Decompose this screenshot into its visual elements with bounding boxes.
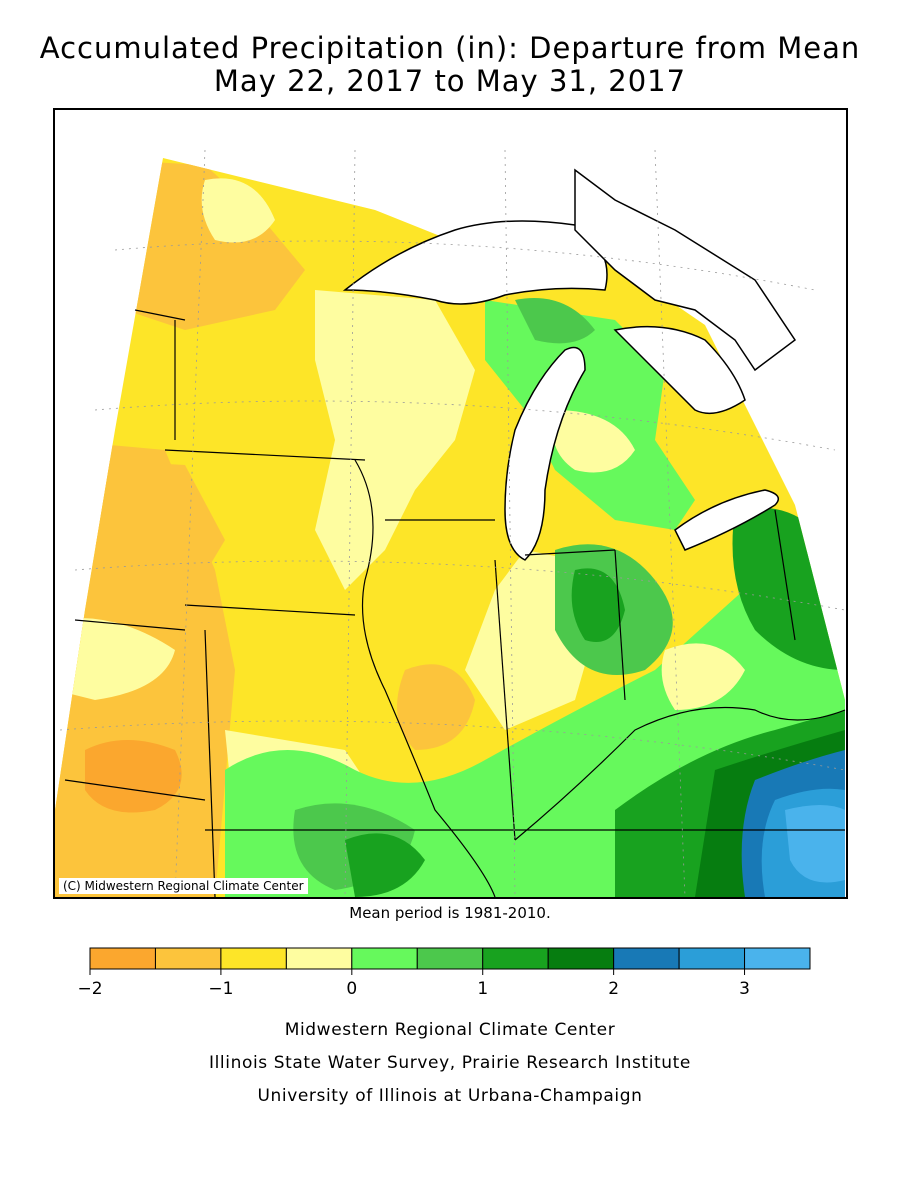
lake-erie (674, 489, 780, 551)
footer-survey: Illinois State Water Survey, Prairie Res… (209, 1053, 691, 1073)
legend-tick-label: 0 (346, 979, 357, 999)
ontario-land (574, 168, 797, 372)
legend-bin-3 (285, 947, 353, 970)
map-canvas (55, 149, 846, 897)
legend-tick-label: −1 (208, 979, 233, 999)
field-lower-mi-pale (552, 410, 635, 473)
ks-ok-border (64, 779, 206, 801)
map-title: Accumulated Precipitation (in): Departur… (39, 31, 861, 65)
lat-lon-grid (59, 149, 846, 897)
mn-ia-border (164, 449, 366, 461)
great-lakes (342, 168, 797, 561)
legend-tick-label: 1 (477, 979, 488, 999)
lake-michigan (504, 346, 586, 561)
field-up-wet (515, 298, 595, 344)
footer-university: University of Illinois at Urbana-Champai… (257, 1086, 643, 1106)
mo-ks-border (204, 629, 216, 897)
mississippi-river (354, 459, 496, 897)
field-va-blue-light (785, 805, 845, 883)
legend-bin-5 (416, 947, 484, 970)
map-copyright: (C) Midwestern Regional Climate Center (59, 878, 308, 894)
ohio-river (514, 706, 846, 841)
legend-tick-label: −2 (77, 979, 102, 999)
state-boundaries (64, 309, 846, 897)
field-iowa-dry (85, 460, 225, 590)
ne-ks-border (74, 619, 186, 631)
in-oh-border (614, 549, 626, 701)
field-mn-pale (201, 178, 275, 243)
field-bootheel-wet (345, 833, 425, 897)
field-ne-pale (55, 618, 175, 700)
footer-organization: Midwestern Regional Climate Center (284, 1020, 616, 1040)
il-in-border (494, 559, 516, 841)
legend-bin-0 (89, 947, 156, 970)
lake-huron (613, 325, 746, 415)
field-wi-pale (315, 290, 475, 590)
legend-bin-10 (744, 947, 811, 970)
legend-tick-label: 2 (608, 979, 619, 999)
lake-superior (342, 220, 608, 305)
field-il-dry (397, 664, 475, 750)
legend-bin-4 (351, 947, 418, 970)
legend-bin-6 (482, 947, 549, 970)
legend-bin-1 (154, 947, 222, 970)
in-mi-border (524, 549, 616, 556)
field-kansas-driest (85, 740, 182, 813)
mean-period-note: Mean period is 1981-2010. (349, 904, 551, 922)
legend-bin-2 (220, 947, 287, 970)
color-legend: −2 −1 0 1 2 3 (77, 947, 811, 999)
ia-mo-border (184, 604, 356, 616)
legend-bin-8 (613, 947, 680, 970)
legend-tick-label: 3 (739, 979, 750, 999)
field-in-wetter (571, 568, 625, 642)
field-oh-pale (661, 643, 745, 710)
nd-sd-border (134, 309, 186, 321)
legend-bins (89, 947, 811, 970)
legend-bin-7 (547, 947, 615, 970)
precipitation-map: (C) Midwestern Regional Climate Center (53, 108, 848, 899)
legend-ticks: −2 −1 0 1 2 3 (77, 969, 750, 999)
map-date-range: May 22, 2017 to May 31, 2017 (213, 64, 687, 98)
legend-bin-9 (678, 947, 746, 970)
oh-pa-border (774, 509, 796, 641)
